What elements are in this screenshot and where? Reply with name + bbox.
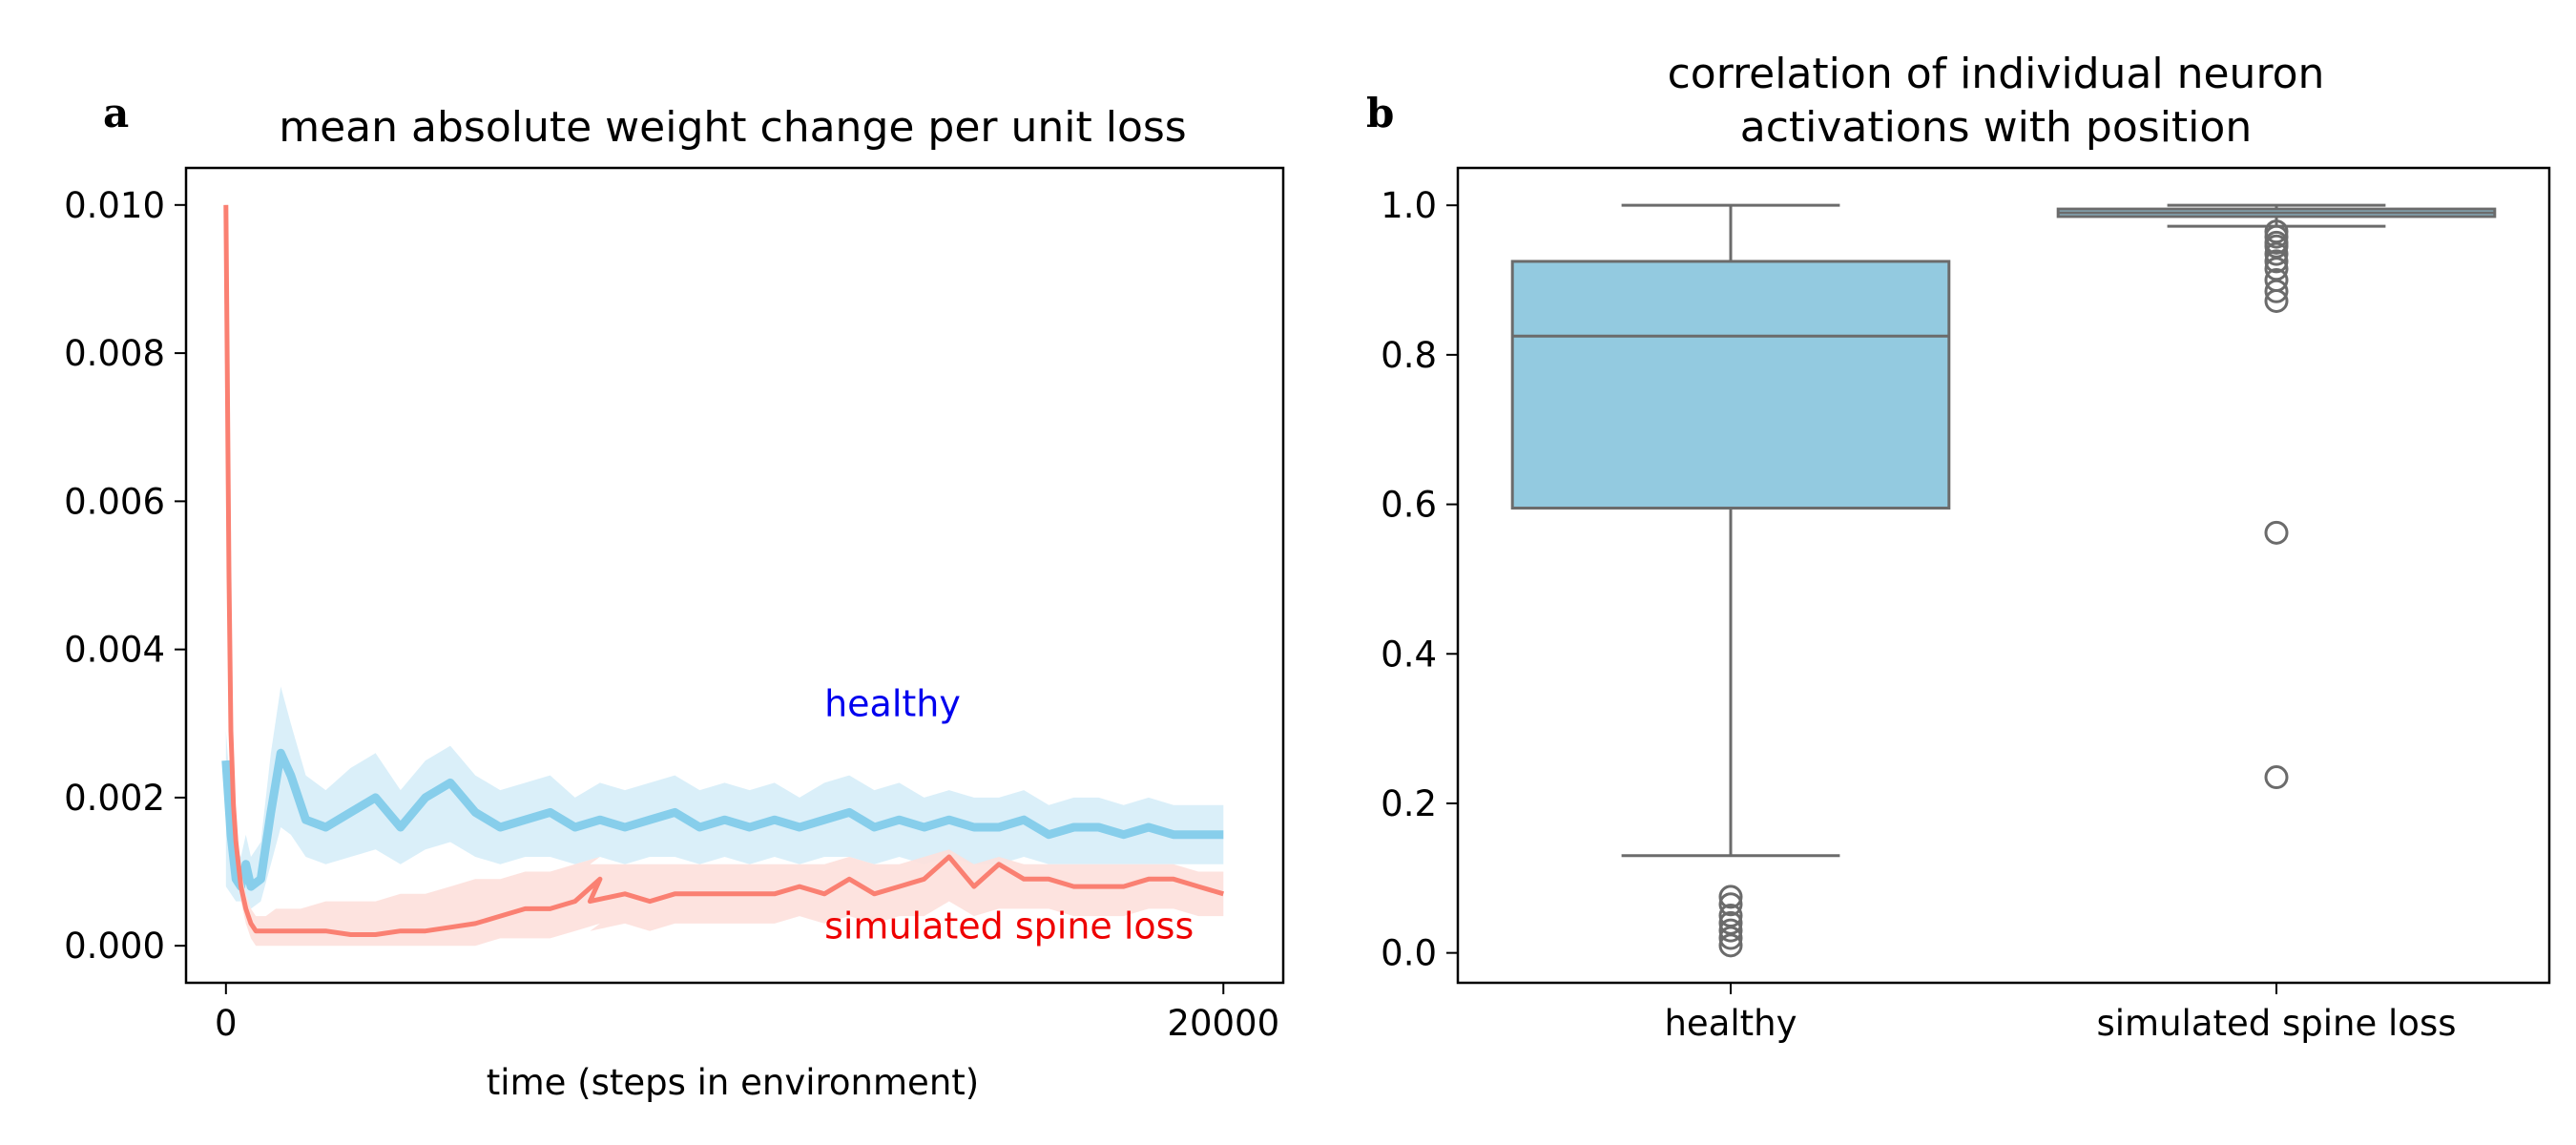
annotation-label: simulated spine loss [824,905,1194,947]
series-band-healthy [225,686,1224,909]
panel-b-title-line-1: correlation of individual neuron [1668,50,2325,98]
outlier-point [1718,918,1743,943]
panel-b: b correlation of individual neuron activ… [1366,50,2551,1044]
outlier-point [1718,892,1743,917]
outlier-point [2264,520,2289,545]
panel-b-plot-area [1510,203,2497,958]
y-tick-label: 0.000 [64,926,165,967]
series-line-simulated-spine-loss [223,204,1225,937]
box-simulated-spine-loss [2056,203,2497,790]
outlier-point [2264,249,2289,274]
outlier-point [1718,910,1743,935]
panel-b-frame [1456,166,2551,985]
x-tick-label: 0 [215,1003,238,1044]
box-healthy [1510,203,1951,958]
x-tick-label: 20000 [1167,1003,1279,1044]
x-tick-label: healthy [1664,1003,1797,1044]
outlier-point [1718,926,1743,950]
panel-b-axes: healthy simulated spine loss 0.0 0.2 0.4 0.6 0… [1381,166,2551,1044]
y-tick-label: 0.002 [64,778,165,819]
panel-a-plot-area [221,204,1225,947]
y-tick-label: 0.006 [64,481,165,522]
y-tick-label: 0.4 [1381,634,1437,675]
panel-a-x-axis-label: time (steps in environment) [487,1062,979,1103]
x-tick-label: simulated spine loss [2096,1003,2456,1044]
outlier-point [2264,224,2289,249]
outlier-point [2264,765,2289,790]
outlier-point [1718,885,1743,909]
outlier-point [2264,279,2289,303]
panel-a-title: mean absolute weight change per unit los… [279,103,1186,152]
y-tick-label: 0.004 [64,630,165,671]
series-band-simulated-spine-loss [225,204,1224,947]
annotation-label: healthy [824,683,961,725]
panel-letter-b: b [1366,90,1394,136]
outlier-point [2264,241,2289,266]
y-tick-label: 0.010 [64,185,165,226]
outlier-point [2264,288,2289,313]
panel-a: a mean absolute weight change per unit l… [64,90,1285,1103]
panel-letter-a: a [103,90,129,136]
y-tick-label: 0.2 [1381,783,1437,824]
box-iqr [1510,260,1951,510]
series-line-healthy [221,748,1224,891]
outlier-point [2264,257,2289,281]
y-tick-label: 0.0 [1381,933,1437,974]
outlier-point [1718,903,1743,927]
y-tick-label: 1.0 [1381,185,1437,226]
panel-b-title-line-2: activations with position [1740,103,2252,152]
outlier-point [1718,933,1743,958]
panel-a-axes: 0.000 0.002 0.004 0.006 0.008 0.010 0 20000 heal… [64,166,1285,1044]
y-tick-label: 0.008 [64,333,165,374]
y-tick-label: 0.8 [1381,335,1437,376]
outlier-point [2264,234,2289,259]
panel-a-frame [184,166,1285,985]
y-tick-label: 0.6 [1381,485,1437,526]
